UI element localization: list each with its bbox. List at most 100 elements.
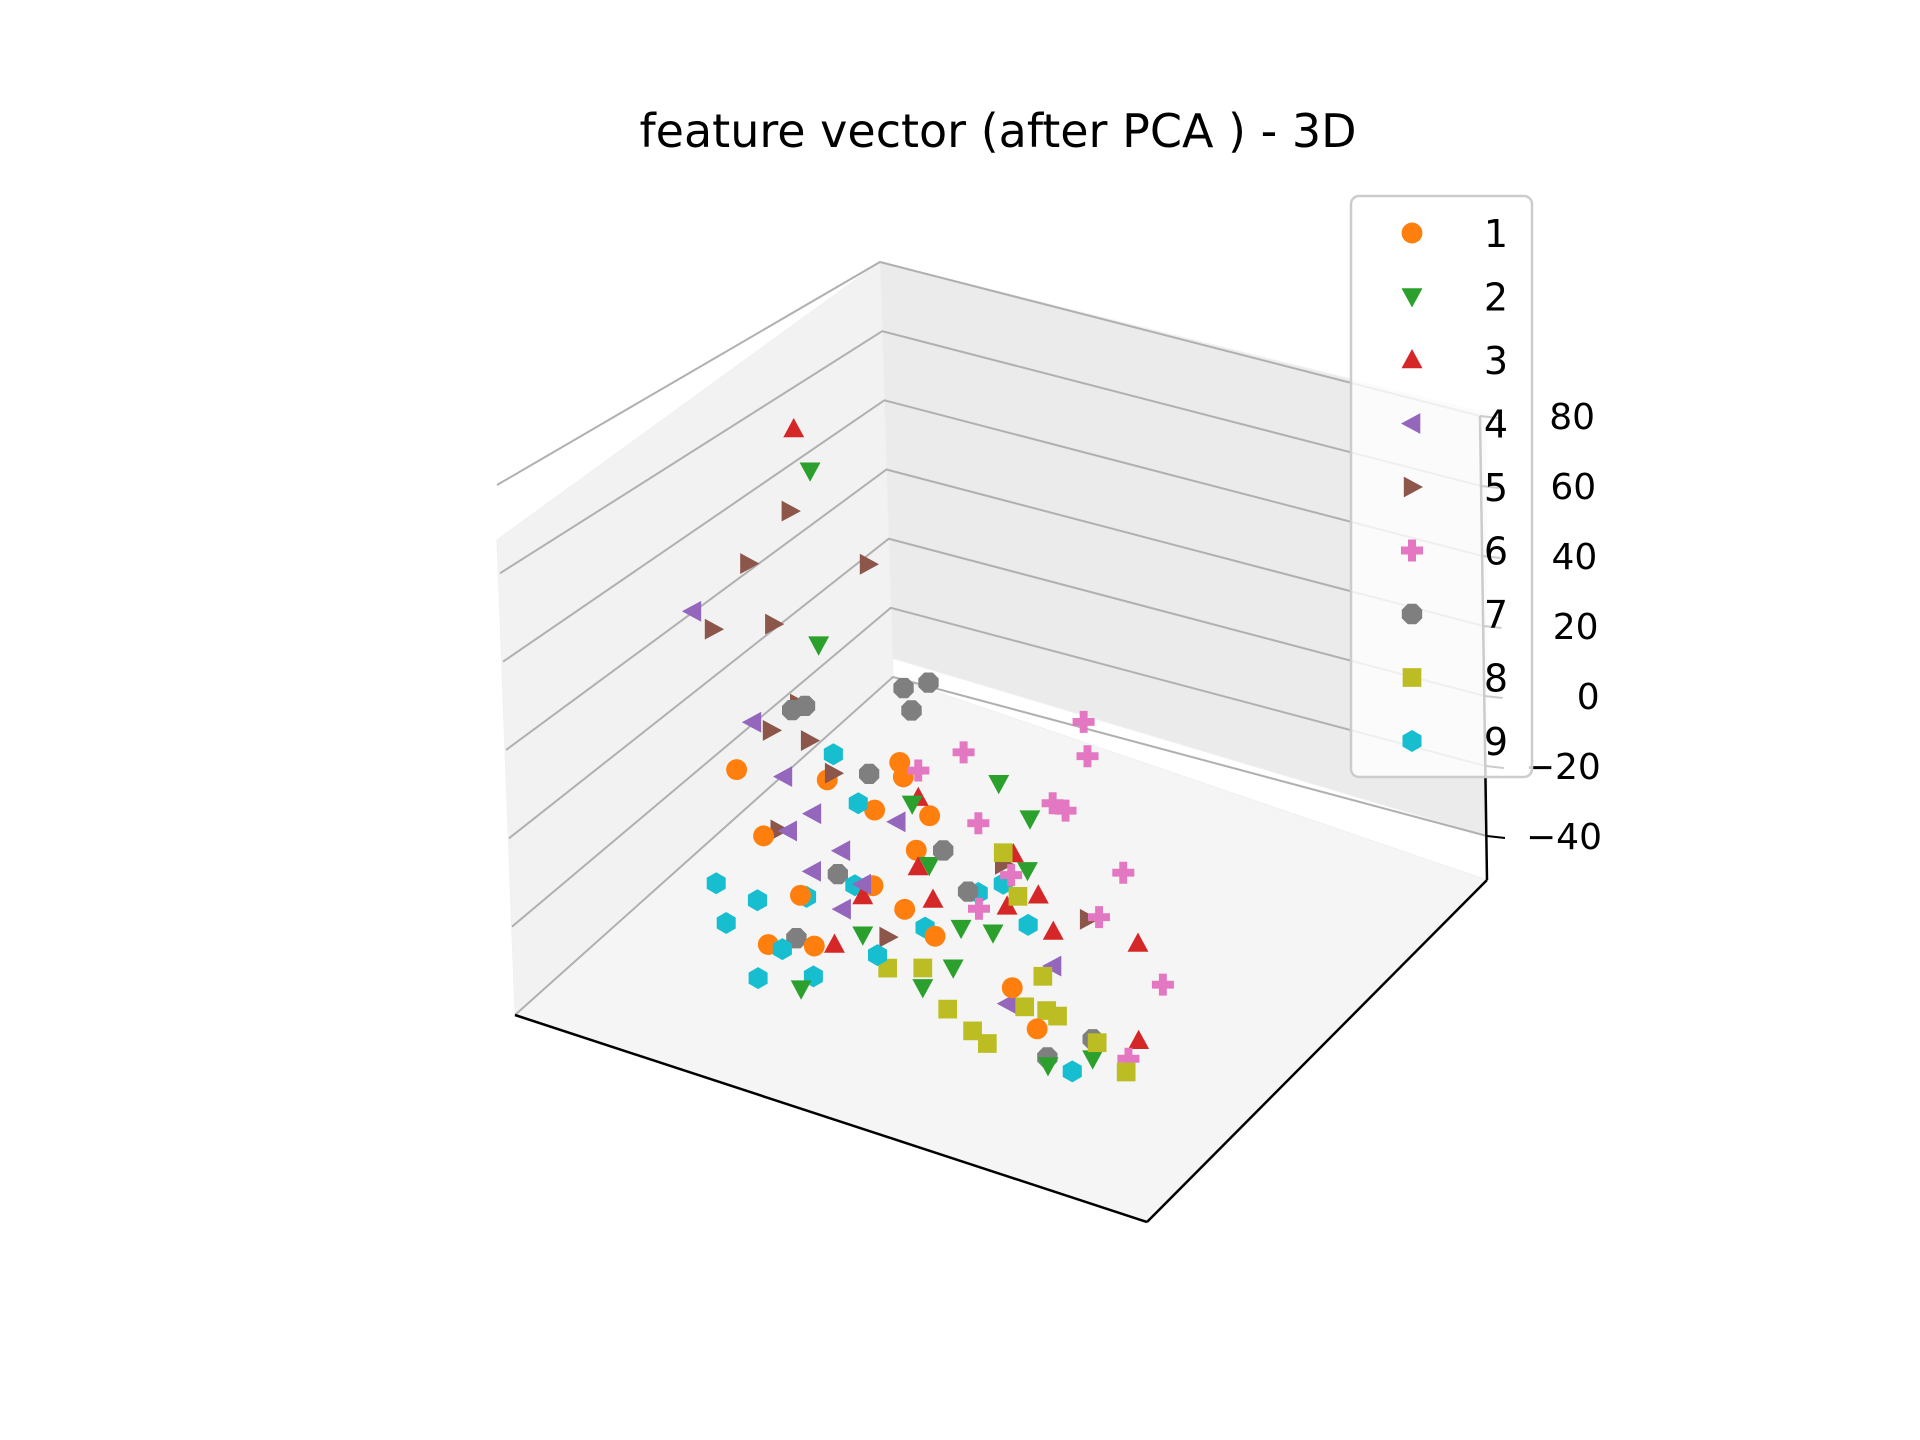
scatter-point-series-1: [919, 805, 941, 827]
scatter-point-series-9: [772, 938, 792, 961]
scatter-point-series-5: [781, 500, 801, 522]
scatter-point-series-2: [912, 979, 934, 999]
scatter-point-series-7: [918, 672, 939, 693]
scatter-point-series-5: [762, 720, 783, 741]
scatter-point-series-3: [1027, 884, 1049, 904]
scatter-point-series-8: [1116, 1062, 1136, 1082]
scatter-point-series-8: [878, 958, 898, 978]
scatter-point-series-9: [748, 967, 768, 990]
scatter-point-series-3: [1042, 920, 1064, 940]
scatter-point-series-6: [1000, 864, 1023, 887]
z-tick-mark: [1486, 835, 1506, 839]
scatter-point-series-2: [901, 795, 923, 815]
scatter-point-series-6: [1072, 710, 1095, 733]
legend-marker-2: [1401, 288, 1423, 308]
scatter-point-series-5: [800, 730, 821, 751]
scatter-point-series-2: [852, 926, 874, 946]
scatter-point-series-4: [1042, 955, 1062, 977]
scatter-point-series-1: [905, 839, 927, 861]
legend-marker-8: [1402, 668, 1422, 687]
legend-marker-4: [1401, 413, 1421, 434]
legend-label-4: 4: [1484, 403, 1508, 447]
scatter-point-series-8: [913, 958, 933, 978]
scatter-point-series-6: [1076, 745, 1099, 768]
x-axis-line: [514, 1013, 1148, 1224]
scatter-point-series-3: [783, 418, 805, 438]
scatter-point-series-1: [726, 759, 748, 781]
z-tick-label: −40: [1526, 817, 1602, 858]
scatter-point-series-7: [827, 864, 848, 885]
scatter-point-series-7: [957, 881, 979, 902]
scatter-point-series-2: [799, 462, 821, 482]
scatter-point-series-8: [1087, 1033, 1107, 1053]
scatter-point-series-9: [823, 743, 843, 766]
legend-marker-1: [1401, 222, 1423, 244]
scatter-point-series-8: [1008, 887, 1028, 906]
scatter-point-series-2: [982, 924, 1004, 944]
legend-label-5: 5: [1484, 466, 1508, 510]
scatter-point-series-9: [1062, 1060, 1082, 1083]
scatter-point-series-3: [1128, 1029, 1150, 1049]
scatter-point-series-4: [831, 898, 851, 920]
legend-marker-9: [1402, 730, 1422, 752]
scatter-point-series-9: [716, 912, 736, 934]
scatter-point-series-2: [1019, 810, 1041, 830]
scatter-point-series-9: [747, 889, 767, 912]
scatter-point-series-9: [848, 792, 868, 815]
scatter-point-series-3: [907, 856, 929, 876]
scatter-point-series-8: [1015, 997, 1035, 1017]
scatter-point-series-2: [918, 857, 940, 877]
legend-box: [1349, 194, 1534, 779]
scatter-point-series-4: [851, 873, 871, 895]
scatter-point-series-4: [773, 766, 793, 787]
scatter-point-series-5: [740, 553, 760, 574]
scatter-point-series-4: [886, 811, 906, 833]
scatter-point-series-1: [924, 925, 946, 947]
scatter-point-series-2: [808, 636, 830, 656]
scatter-point-series-8: [977, 1034, 997, 1053]
scatter-point-series-6: [1088, 906, 1110, 929]
scatter-point-series-2: [1082, 1050, 1104, 1070]
z-tick-label: 60: [1550, 467, 1596, 508]
z-axis-ticks: −40 −20 0 20 40 60 80: [1479, 397, 1602, 858]
scatter-point-series-1: [1001, 977, 1023, 999]
scatter-point-series-7: [933, 840, 954, 861]
scatter-point-series-5: [704, 618, 725, 640]
scatter-point-series-1: [753, 825, 775, 847]
scatter-point-series-1: [1026, 1018, 1048, 1040]
scatter-point-series-2: [1017, 862, 1038, 882]
z-gridline: [505, 468, 1484, 751]
z-gridline: [499, 330, 1482, 575]
scatter-point-series-2: [790, 980, 812, 1000]
z-gridline: [511, 606, 1487, 928]
scatter-point-series-2: [988, 775, 1010, 795]
legend-marker-5: [1403, 476, 1423, 498]
scatter-point-series-7: [901, 700, 922, 721]
scatter-point-series-2: [942, 959, 964, 979]
scatter-point-series-2: [1037, 1057, 1059, 1077]
scatter-point-series-5: [824, 762, 845, 784]
z-tick-label: 20: [1553, 607, 1599, 648]
legend-marker-3: [1401, 349, 1423, 369]
scatter-point-series-5: [879, 926, 899, 948]
scatter-point-series-4: [681, 600, 702, 622]
scatter-point-series-4: [777, 820, 797, 842]
scatter-point-series-9: [706, 872, 726, 895]
z-gridline: [496, 260, 1481, 486]
legend-label-9: 9: [1484, 720, 1508, 764]
scatter-point-series-9: [1018, 913, 1038, 936]
scatter-point-series-6: [1151, 973, 1174, 996]
scatter-point-series-7: [794, 695, 816, 716]
scatter-point-series-6: [1117, 1047, 1140, 1070]
scatter-point-series-8: [993, 843, 1013, 863]
scatter-points: [681, 418, 1174, 1083]
z-tick-label: 80: [1549, 397, 1595, 438]
z-tick-label: 40: [1552, 537, 1598, 578]
scatter-point-series-8: [1048, 1006, 1067, 1026]
z-gridline: [514, 675, 1488, 1016]
scatter-point-series-7: [893, 677, 914, 699]
scatter-point-series-6: [1112, 861, 1135, 884]
scatter-point-series-8: [963, 1021, 982, 1041]
scatter-point-series-3: [996, 895, 1018, 915]
